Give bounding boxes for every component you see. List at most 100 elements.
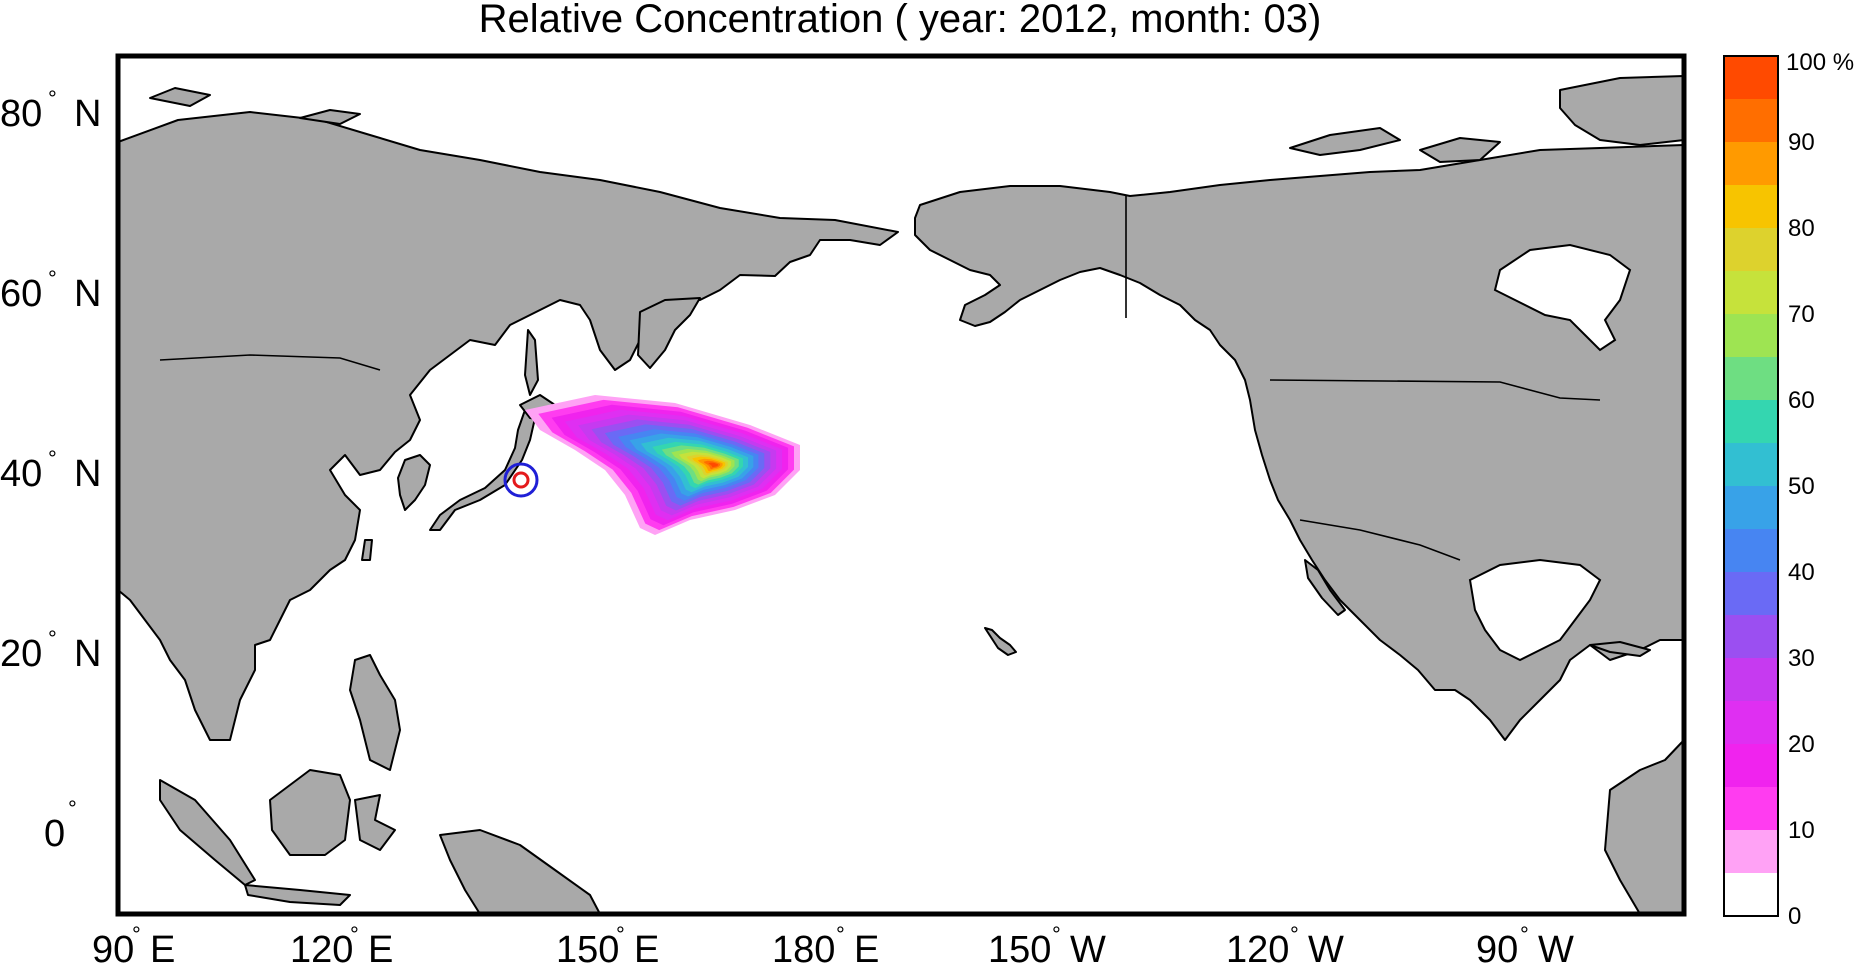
x-tick-150W: 150 ° W [988, 922, 1106, 971]
x-tick-90E: 90 ° E [92, 922, 175, 971]
colorbar-tick-label: 10 [1788, 817, 1815, 844]
colorbar: 100 % 90 80 70 60 50 40 30 20 10 0 [1723, 49, 1854, 930]
colorbar-cell [1724, 56, 1778, 100]
colorbar-cell [1724, 658, 1778, 702]
x-tick-degree: ° [616, 922, 625, 947]
y-tick-20N: 20 ° N [0, 626, 101, 675]
colorbar-cell [1724, 615, 1778, 659]
land-arctic-islands-1 [1289, 127, 1401, 156]
land-java [244, 884, 351, 906]
colorbar-tick-label: 90 [1788, 129, 1815, 156]
colorbar-top-label: 100 % [1786, 49, 1854, 76]
land-novaya-zemlya [149, 87, 211, 107]
source-outer-ring [503, 462, 539, 498]
x-tick-hemisphere: W [1070, 929, 1106, 971]
x-tick-hemisphere: E [634, 929, 659, 971]
land-philippines [349, 654, 401, 771]
land-arctic-islands-2 [1419, 137, 1501, 163]
colorbar-cell [1724, 830, 1778, 874]
source-location-marker [503, 462, 539, 498]
y-tick-hemisphere: N [74, 273, 101, 315]
x-axis-labels: 90 ° E 120 ° E 150 ° E 180 ° E 150 ° W 1… [92, 922, 1574, 971]
x-tick-hemisphere: E [368, 929, 393, 971]
colorbar-cell [1724, 185, 1778, 229]
y-tick-hemisphere: N [74, 453, 101, 495]
x-tick-hemisphere: E [150, 929, 175, 971]
y-tick-40N: 40 ° N [0, 446, 101, 495]
land-borneo [269, 769, 351, 856]
colorbar-tick-label: 60 [1788, 387, 1815, 414]
land-greenland [1559, 75, 1685, 146]
x-tick-value: 120 [1226, 929, 1289, 971]
border-us-mexico [1299, 519, 1461, 561]
colorbar-cell [1724, 701, 1778, 745]
colorbar-cells [1724, 56, 1778, 917]
land-asia [117, 111, 899, 741]
x-tick-degree: ° [350, 922, 359, 947]
border-china-mongolia [159, 354, 381, 371]
x-tick-value: 150 [556, 929, 619, 971]
gulf-of-mexico [1468, 558, 1602, 662]
x-tick-value: 180 [772, 929, 835, 971]
x-tick-120W: 120 ° W [1226, 922, 1344, 971]
y-tick-value: 40 [0, 453, 42, 495]
colorbar-cell [1724, 529, 1778, 573]
colorbar-cell [1724, 314, 1778, 358]
source-inner-ring [512, 471, 530, 489]
colorbar-tick-label: 20 [1788, 731, 1815, 758]
colorbar-tick-label: 70 [1788, 301, 1815, 328]
x-tick-90W: 90 ° W [1476, 922, 1574, 971]
colorbar-cell [1724, 357, 1778, 401]
border-us-canada [1269, 379, 1601, 401]
colorbar-cell [1724, 99, 1778, 143]
colorbar-tick-label: 30 [1788, 645, 1815, 672]
y-tick-degree: ° [48, 266, 57, 291]
map-area [115, 53, 1687, 917]
map-frame [115, 53, 1687, 917]
colorbar-cell [1724, 572, 1778, 616]
land-siberia-islands [299, 109, 361, 125]
x-tick-value: 90 [1476, 929, 1518, 971]
y-tick-degree: ° [48, 446, 57, 471]
y-tick-60N: 60 ° N [0, 266, 101, 315]
x-tick-value: 90 [92, 929, 134, 971]
y-tick-hemisphere: N [74, 93, 101, 135]
land-sakhalin [524, 329, 539, 396]
land-taiwan [361, 539, 373, 561]
colorbar-cell [1724, 787, 1778, 831]
chart-title: Relative Concentration ( year: 2012, mon… [479, 0, 1322, 41]
y-tick-value: 80 [0, 93, 42, 135]
colorbar-cell [1724, 271, 1778, 315]
x-tick-120E: 120 ° E [290, 922, 393, 971]
y-tick-degree: ° [48, 626, 57, 651]
land-new-guinea [439, 829, 601, 915]
x-tick-value: 120 [290, 929, 353, 971]
colorbar-cell [1724, 228, 1778, 272]
colorbar-tick-label: 40 [1788, 559, 1815, 586]
land-kamchatka [637, 297, 701, 369]
land-japan [429, 409, 536, 531]
x-tick-degree: ° [1052, 922, 1061, 947]
colorbar-tick-label: 50 [1788, 473, 1815, 500]
x-tick-degree: ° [1520, 922, 1529, 947]
land-sulawesi [354, 794, 396, 851]
land-hawaii [984, 627, 1017, 656]
y-tick-0: 0 ° [44, 796, 77, 855]
x-tick-hemisphere: E [854, 929, 879, 971]
colorbar-tick-label: 80 [1788, 215, 1815, 242]
x-tick-value: 150 [988, 929, 1051, 971]
y-tick-degree: ° [48, 86, 57, 111]
y-tick-degree: ° [68, 796, 77, 821]
x-tick-degree: ° [132, 922, 141, 947]
y-tick-value: 0 [44, 813, 65, 855]
colorbar-cell [1724, 873, 1778, 917]
colorbar-cell [1724, 486, 1778, 530]
colorbar-cell [1724, 744, 1778, 788]
y-tick-value: 60 [0, 273, 42, 315]
colorbar-cell [1724, 142, 1778, 186]
colorbar-tick-labels: 90 80 70 60 50 40 30 20 10 0 [1788, 129, 1815, 930]
x-tick-hemisphere: W [1308, 929, 1344, 971]
colorbar-cell [1724, 400, 1778, 444]
concentration-plume [525, 395, 800, 535]
